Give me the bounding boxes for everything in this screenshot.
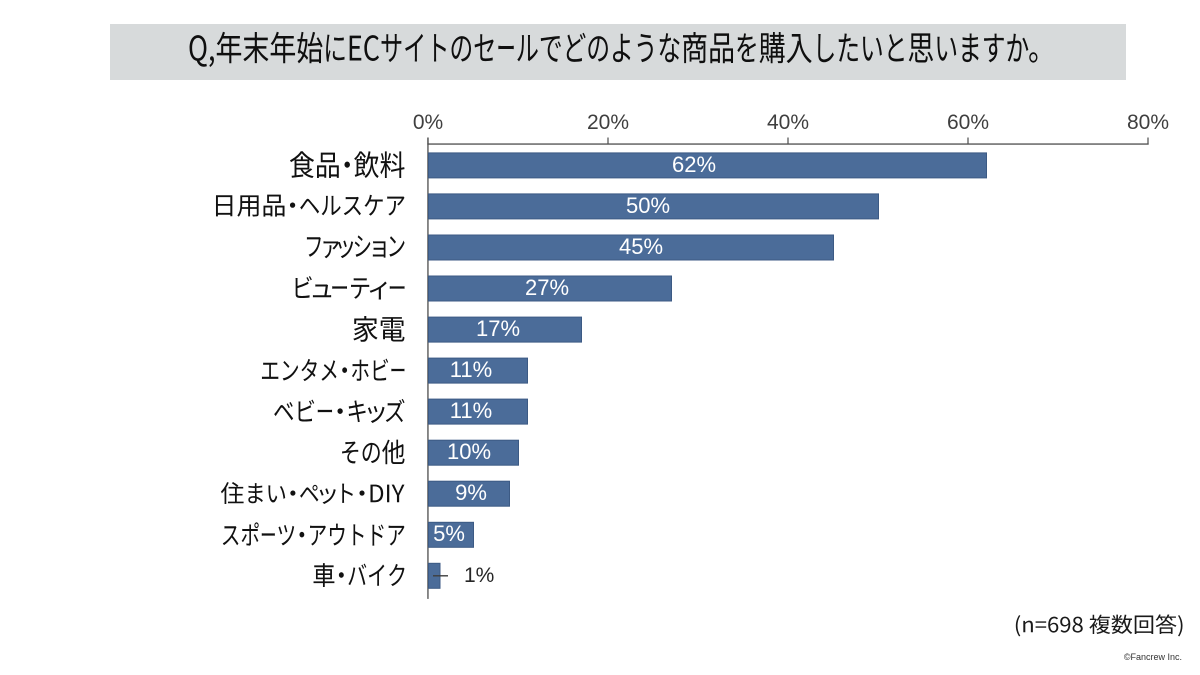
svg-text:20%: 20%: [587, 111, 629, 134]
svg-text:0%: 0%: [413, 111, 443, 134]
svg-text:50%: 50%: [626, 193, 670, 218]
svg-text:1%: 1%: [464, 564, 494, 587]
svg-text:9%: 9%: [455, 480, 487, 505]
svg-text:11%: 11%: [450, 357, 492, 382]
svg-text:11%: 11%: [450, 398, 492, 423]
svg-text:80%: 80%: [1127, 111, 1169, 134]
svg-text:27%: 27%: [525, 275, 569, 300]
svg-text:©Fancrew Inc.: ©Fancrew Inc.: [1124, 652, 1182, 662]
svg-text:5%: 5%: [433, 521, 465, 546]
svg-text:17%: 17%: [476, 316, 520, 341]
svg-text:40%: 40%: [767, 111, 809, 134]
svg-text:10%: 10%: [447, 439, 491, 464]
svg-text:62%: 62%: [672, 152, 716, 177]
svg-text:60%: 60%: [947, 111, 989, 134]
svg-text:45%: 45%: [619, 234, 663, 259]
